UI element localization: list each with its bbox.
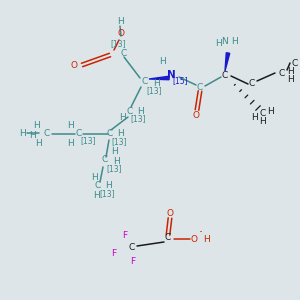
- Text: H: H: [202, 235, 209, 244]
- Text: C: C: [102, 155, 108, 164]
- Text: H: H: [214, 40, 221, 49]
- Polygon shape: [225, 53, 230, 71]
- Text: ·: ·: [199, 226, 203, 239]
- Text: H: H: [286, 76, 293, 85]
- Text: H: H: [28, 130, 35, 140]
- Text: [13]: [13]: [99, 190, 115, 199]
- Text: [13]: [13]: [110, 40, 126, 49]
- Text: H: H: [111, 148, 117, 157]
- Text: C: C: [127, 106, 133, 116]
- Text: H: H: [250, 113, 257, 122]
- Text: H: H: [260, 116, 266, 125]
- Text: H: H: [112, 157, 119, 166]
- Text: O: O: [118, 29, 124, 38]
- Text: H: H: [106, 182, 112, 190]
- Text: C: C: [279, 68, 285, 77]
- Text: C: C: [222, 70, 228, 80]
- Text: C: C: [107, 130, 113, 139]
- Text: H: H: [136, 106, 143, 116]
- Text: C: C: [76, 128, 82, 137]
- Text: N: N: [222, 38, 228, 46]
- Text: H: H: [19, 128, 26, 137]
- Text: C: C: [249, 79, 255, 88]
- Text: H: H: [160, 58, 167, 67]
- Polygon shape: [149, 76, 169, 80]
- Text: H: H: [120, 113, 126, 122]
- Text: C: C: [165, 233, 171, 242]
- Text: H: H: [286, 67, 293, 76]
- Text: [13]: [13]: [130, 115, 146, 124]
- Text: H: H: [118, 130, 124, 139]
- Text: H: H: [267, 107, 273, 116]
- Text: C: C: [129, 244, 135, 253]
- Text: [15]: [15]: [172, 76, 188, 85]
- Text: H: H: [154, 79, 160, 88]
- Text: F: F: [122, 230, 128, 239]
- Text: C: C: [142, 77, 148, 86]
- Text: H: H: [67, 139, 73, 148]
- Text: O: O: [193, 110, 200, 119]
- Text: H: H: [93, 190, 99, 200]
- Text: H: H: [67, 121, 73, 130]
- Text: O: O: [167, 208, 173, 217]
- Text: [13]: [13]: [146, 86, 162, 95]
- Text: C: C: [197, 83, 203, 92]
- Text: C: C: [292, 58, 298, 68]
- Text: F: F: [130, 256, 136, 266]
- Text: H: H: [34, 121, 40, 130]
- Text: H: H: [92, 172, 98, 182]
- Text: [13]: [13]: [106, 164, 122, 173]
- Text: O: O: [70, 61, 77, 70]
- Text: C: C: [95, 181, 101, 190]
- Text: C: C: [260, 109, 266, 118]
- Text: H: H: [232, 37, 238, 46]
- Text: C: C: [121, 49, 127, 58]
- Text: [13]: [13]: [80, 136, 96, 146]
- Text: O: O: [190, 235, 197, 244]
- Text: N: N: [167, 70, 176, 80]
- Text: H: H: [34, 139, 41, 148]
- Text: H: H: [117, 17, 123, 26]
- Text: C: C: [44, 128, 50, 137]
- Text: F: F: [111, 248, 117, 257]
- Text: [13]: [13]: [111, 137, 127, 146]
